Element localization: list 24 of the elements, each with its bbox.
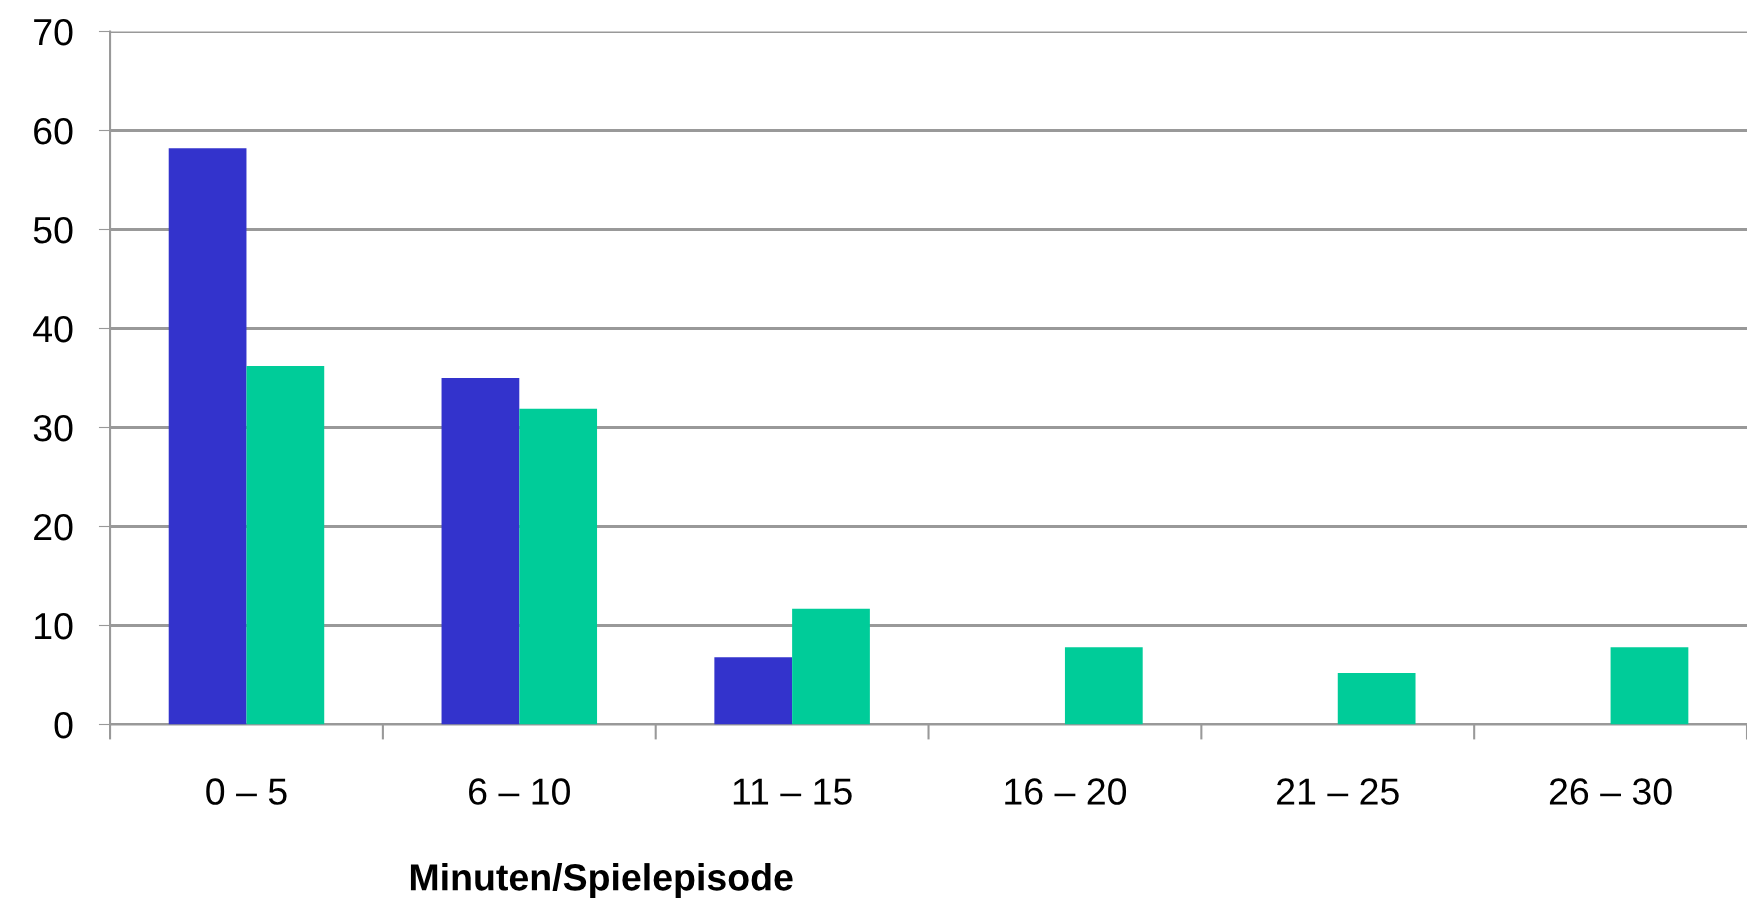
y-tick-label: 10 — [35, 612, 73, 640]
bar — [441, 378, 520, 725]
y-tick-label: 50 — [33, 216, 73, 244]
bar — [714, 657, 793, 725]
bar — [519, 408, 598, 725]
x-tick-label: 16 – 20 — [1005, 778, 1127, 805]
bar — [246, 366, 325, 725]
y-tick-label: 70 — [34, 18, 73, 46]
x-axis-title: Minuten/Spielepisode — [410, 863, 793, 899]
x-tick-label: 26 – 30 — [1549, 778, 1672, 805]
x-tick-label: 21 – 25 — [1277, 778, 1399, 805]
bar — [1610, 647, 1689, 725]
y-tick-label: 20 — [34, 513, 73, 541]
bar — [168, 148, 247, 725]
x-tick-label: 0 – 5 — [206, 778, 287, 805]
bar — [792, 608, 870, 725]
bar — [1064, 647, 1143, 725]
y-tick-label: 0 — [54, 711, 73, 739]
x-tick-label: 6 – 10 — [469, 778, 570, 805]
x-tick-label: 11 – 15 — [733, 778, 852, 805]
y-tick-label: 40 — [33, 315, 73, 343]
y-tick-label: 60 — [34, 117, 73, 145]
y-tick-label: 30 — [33, 414, 73, 442]
bar — [1337, 673, 1416, 725]
